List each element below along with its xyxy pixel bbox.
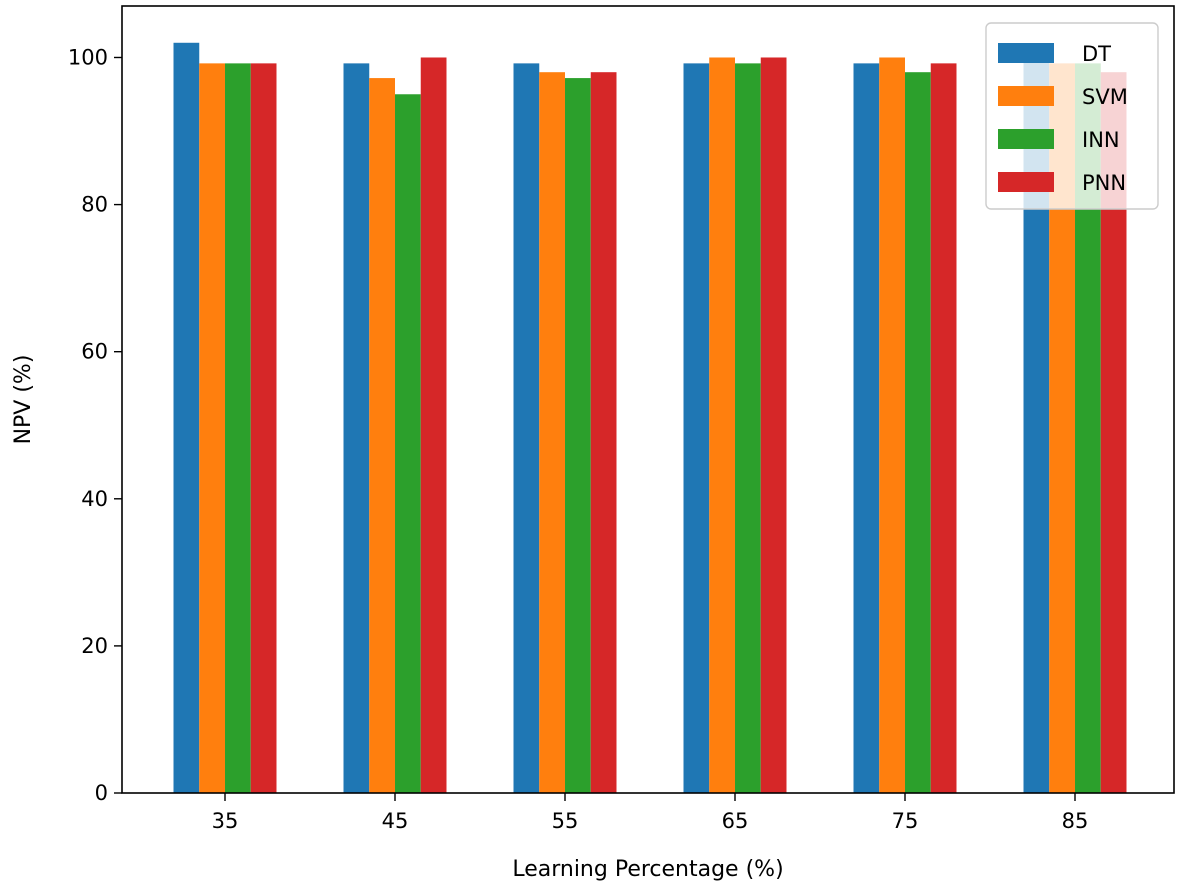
bar-inn-55	[565, 78, 591, 793]
y-tick-label: 80	[81, 193, 108, 217]
bar-dt-55	[514, 63, 540, 793]
y-tick-label: 20	[81, 634, 108, 658]
bar-pnn-35	[251, 63, 277, 793]
x-tick-label: 65	[722, 809, 749, 833]
bar-dt-75	[854, 63, 880, 793]
bar-dt-65	[684, 63, 710, 793]
bar-dt-35	[174, 43, 200, 793]
bar-svm-65	[709, 57, 735, 793]
legend-swatch-pnn	[998, 172, 1054, 192]
bar-svm-55	[539, 72, 565, 793]
legend-label-svm: SVM	[1082, 85, 1128, 109]
legend-label-pnn: PNN	[1082, 171, 1126, 195]
x-axis-title: Learning Percentage (%)	[512, 857, 783, 882]
x-axis: 35 45 55 65 75 85	[212, 793, 1089, 833]
bar-pnn-65	[761, 57, 787, 793]
legend-label-dt: DT	[1082, 42, 1111, 66]
legend-label-inn: INN	[1082, 128, 1120, 152]
x-tick-label: 45	[382, 809, 409, 833]
x-tick-label: 75	[892, 809, 919, 833]
bars-layer	[174, 43, 1127, 793]
legend-swatch-svm	[998, 86, 1054, 106]
y-axis: 0 20 40 60 80 100	[68, 45, 122, 805]
legend-swatch-dt	[998, 43, 1054, 63]
bar-pnn-55	[591, 72, 617, 793]
legend: DT SVM INN PNN	[986, 23, 1158, 209]
y-tick-label: 40	[81, 487, 108, 511]
bar-dt-45	[344, 63, 370, 793]
bar-svm-75	[879, 57, 905, 793]
bar-inn-35	[225, 63, 251, 793]
y-tick-label: 100	[68, 45, 108, 69]
bar-inn-65	[735, 63, 761, 793]
y-tick-label: 60	[81, 340, 108, 364]
bar-inn-45	[395, 94, 421, 793]
y-tick-label: 0	[95, 781, 108, 805]
legend-swatch-inn	[998, 129, 1054, 149]
bar-pnn-75	[931, 63, 957, 793]
x-tick-label: 55	[552, 809, 579, 833]
bar-pnn-45	[421, 57, 447, 793]
y-axis-title: NPV (%)	[11, 355, 36, 445]
x-tick-label: 85	[1062, 809, 1089, 833]
bar-inn-75	[905, 72, 931, 793]
bar-svm-35	[199, 63, 225, 793]
x-tick-label: 35	[212, 809, 239, 833]
bar-svm-45	[369, 78, 395, 793]
